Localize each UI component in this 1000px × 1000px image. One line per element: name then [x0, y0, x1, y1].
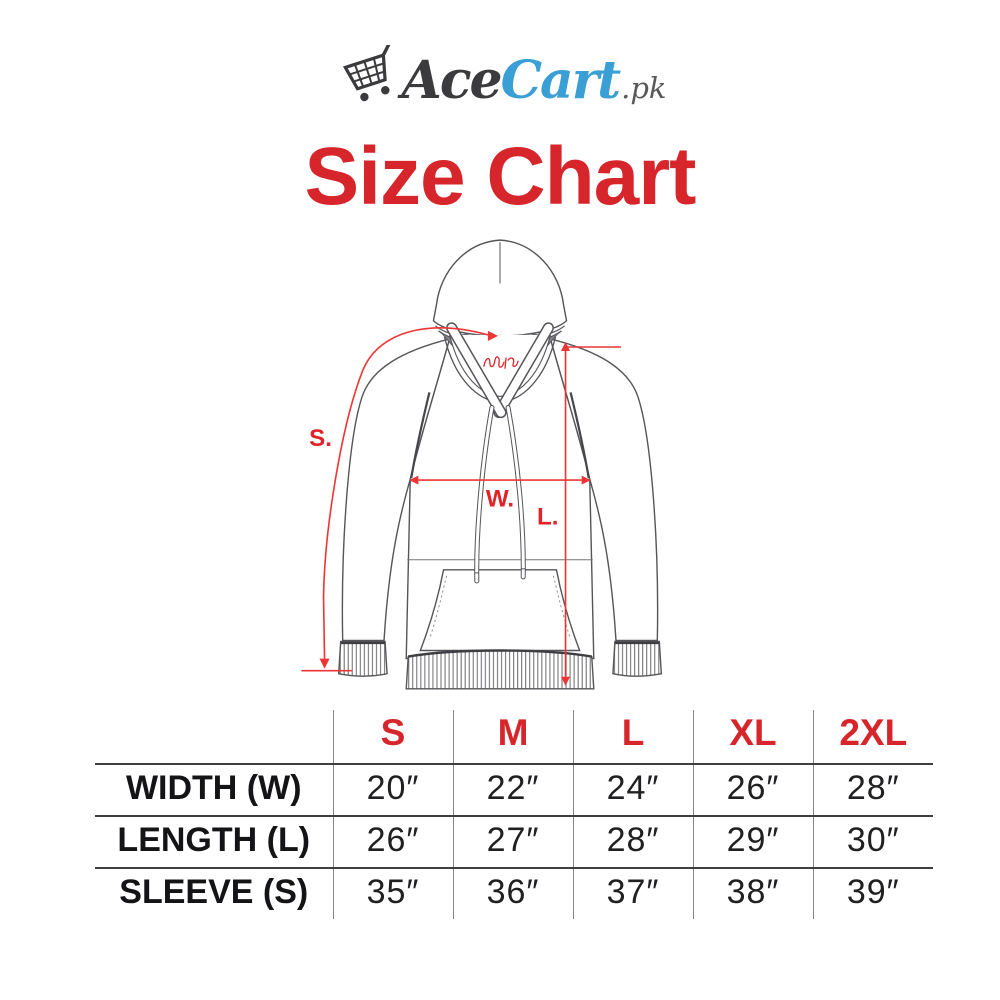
measure-sleeve [301, 327, 489, 672]
sleeve-value-s: 35″ [332, 868, 453, 919]
width-value-s: 20″ [332, 764, 453, 817]
size-table: S M L XL 2XL WIDTH (W) 20″ 22″ 24″ 26″ 2… [95, 710, 933, 919]
size-header-row: S M L XL 2XL [95, 710, 933, 765]
brand-part-cart: Cart [500, 49, 621, 111]
size-header-m: M [452, 710, 573, 765]
raglan-seam-left [410, 392, 431, 479]
hoodie-measurement-diagram: S. W. L. [0, 226, 1000, 710]
width-value-l: 24″ [572, 764, 693, 817]
neckline-inner [449, 334, 551, 397]
table-row-width: WIDTH (W) 20″ 22″ 24″ 26″ 28″ [95, 764, 933, 817]
measure-length-arrow-bottom [561, 676, 571, 686]
size-header-l: L [572, 710, 693, 765]
length-value-xl: 29″ [692, 816, 813, 869]
shopping-cart-icon [342, 45, 392, 102]
collar-v-right [494, 323, 553, 417]
size-header-xl: XL [692, 710, 813, 765]
sleeve-label: S. [309, 425, 332, 452]
measure-sleeve-arrow-start [487, 330, 498, 341]
sleeve-value-m: 36″ [452, 868, 573, 919]
brand-part-ace: Ace [401, 49, 503, 111]
width-value-m: 22″ [452, 764, 573, 817]
measure-length-arrow-top [561, 341, 571, 352]
drawstring-left [474, 404, 495, 584]
row-label-length: LENGTH (L) [95, 816, 333, 869]
kangaroo-pocket [419, 569, 581, 652]
brand-logo: Ace Cart .pk [0, 44, 1000, 116]
table-row-sleeve: SLEEVE (S) 35″ 36″ 37″ 38″ 39″ [95, 868, 933, 919]
brand-signature-icon [483, 356, 519, 369]
measure-width-arrow-right [581, 475, 591, 485]
length-value-m: 27″ [452, 816, 573, 869]
length-label: L. [537, 503, 559, 530]
waistband-edge [408, 649, 592, 658]
size-header-2xl: 2XL [812, 710, 933, 765]
measure-sleeve-arrow-end [319, 658, 330, 669]
length-value-2xl: 30″ [812, 816, 933, 869]
pocket-stitch-right [552, 575, 572, 640]
size-header-s: S [332, 710, 453, 765]
width-value-2xl: 28″ [812, 764, 933, 817]
measure-length [564, 346, 621, 679]
table-row-length: LENGTH (L) 26″ 27″ 28″ 29″ 30″ [95, 816, 933, 869]
width-label: W. [486, 485, 514, 512]
brand-suffix-pk: .pk [621, 70, 667, 105]
sleeve-value-l: 37″ [572, 868, 693, 919]
pocket-stitch-left [428, 575, 448, 640]
size-header-empty [95, 710, 333, 765]
brand-name: Ace Cart .pk [402, 50, 667, 111]
length-value-l: 28″ [572, 816, 693, 869]
measure-width-arrow-left [409, 475, 419, 485]
row-label-sleeve: SLEEVE (S) [119, 873, 309, 911]
length-value-s: 26″ [332, 816, 453, 869]
collar-v-left [447, 323, 506, 417]
page-title: Size Chart [304, 131, 697, 222]
cuff-right [612, 640, 663, 677]
cuff-left [337, 640, 388, 677]
raglan-seam-right [569, 392, 590, 479]
row-label-width: WIDTH (W) [95, 764, 333, 817]
width-value-xl: 26″ [692, 764, 813, 817]
hoodie-drawing: S. W. L. [301, 239, 663, 690]
sleeve-value-xl: 38″ [692, 868, 813, 919]
sleeve-value-2xl: 39″ [812, 868, 933, 919]
drawstring-right [505, 404, 526, 580]
